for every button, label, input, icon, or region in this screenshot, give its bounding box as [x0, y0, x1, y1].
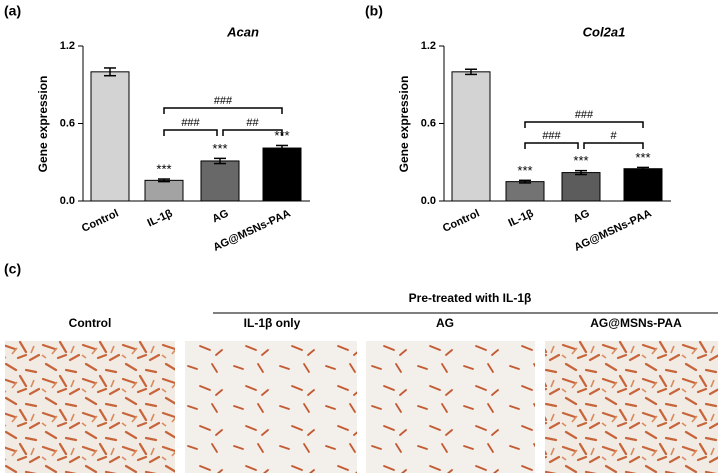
significance-label: *** — [212, 141, 227, 156]
micrograph — [5, 341, 175, 473]
y-tick-label: 0.0 — [60, 195, 75, 207]
comparison-bracket — [222, 129, 283, 136]
panel-c: (c) Pre-treated with IL-1β Control IL-1β… — [4, 261, 718, 473]
comparison-bracket — [524, 142, 579, 149]
y-tick-label: 1.2 — [60, 40, 75, 52]
y-tick-label: 1.2 — [421, 40, 436, 52]
comparison-label: ### — [542, 130, 561, 142]
bar — [451, 71, 491, 202]
significance-label: *** — [635, 150, 650, 165]
x-tick-label: IL-1β — [507, 207, 536, 229]
comparison-label: ### — [575, 109, 594, 121]
significance-label: *** — [156, 161, 171, 176]
micrograph — [545, 341, 718, 473]
micrograph — [185, 341, 357, 473]
chart: (a) Acan Gene expression 0.0 0.6 1.2 Control IL… — [4, 3, 310, 254]
micrograph — [366, 341, 535, 473]
comparison-label: ### — [181, 117, 200, 129]
comparison-bracket — [583, 142, 644, 149]
panel-label: (a) — [4, 3, 21, 19]
y-tick-label: 0.6 — [421, 117, 436, 129]
image-caption: AG@MSNs-PAA — [590, 316, 682, 330]
bar — [623, 168, 663, 202]
significance-label: *** — [517, 163, 532, 178]
bar — [90, 71, 130, 202]
x-tick-label: Control — [441, 207, 482, 234]
comparison-bracket — [524, 121, 644, 128]
bar — [262, 147, 302, 202]
image-caption: Control — [69, 316, 112, 330]
comparison-label: # — [610, 130, 617, 142]
comparison-label: ## — [246, 117, 259, 129]
chart-title: Acan — [226, 24, 259, 39]
bar — [144, 179, 184, 202]
bar — [200, 160, 240, 202]
panel-label: (c) — [4, 261, 21, 277]
x-tick-label: IL-1β — [146, 207, 175, 229]
x-tick-label: AG — [210, 207, 230, 225]
group-header: Pre-treated with IL-1β — [409, 291, 532, 305]
x-tick-label: AG — [571, 207, 591, 225]
significance-label: *** — [573, 153, 588, 168]
bar — [505, 181, 545, 202]
image-caption: AG — [436, 316, 454, 330]
comparison-bracket — [163, 129, 218, 136]
comparison-label: ### — [214, 95, 233, 107]
chart: (b) Col2a1 Gene expression 0.0 0.6 1.2 Control… — [365, 3, 671, 254]
y-axis-label: Gene expression — [397, 76, 411, 173]
image-caption: IL-1β only — [244, 316, 301, 330]
x-tick-label: Control — [80, 207, 121, 234]
y-tick-label: 0.6 — [60, 117, 75, 129]
y-tick-label: 0.0 — [421, 195, 436, 207]
bar — [561, 172, 601, 202]
panel-label: (b) — [365, 3, 383, 19]
comparison-bracket — [163, 107, 283, 114]
chart-title: Col2a1 — [583, 24, 626, 39]
y-axis-label: Gene expression — [36, 76, 50, 173]
